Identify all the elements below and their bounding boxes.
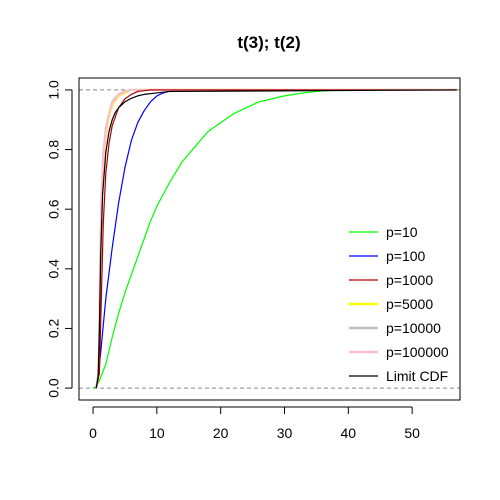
- series-line-0: [92, 89, 457, 389]
- legend-label-4: p=10000: [386, 320, 441, 336]
- x-tick-label: 50: [404, 425, 420, 441]
- y-tick-label: 1.0: [46, 80, 62, 100]
- x-axis: 0 10 20 30 40 50: [89, 406, 420, 441]
- legend-label-3: p=5000: [386, 296, 433, 312]
- legend-label-6: Limit CDF: [386, 368, 448, 384]
- y-tick-label: 0.6: [46, 199, 62, 219]
- y-tick-label: 0.4: [46, 259, 62, 279]
- legend-label-5: p=100000: [386, 344, 449, 360]
- x-tick-label: 0: [89, 425, 97, 441]
- legend-label-0: p=10: [386, 224, 418, 240]
- x-tick-label: 10: [149, 425, 165, 441]
- y-tick-label: 0.8: [46, 140, 62, 160]
- x-tick-label: 20: [213, 425, 229, 441]
- series-line-6: [95, 89, 457, 389]
- x-tick-label: 40: [341, 425, 357, 441]
- y-axis: 0.0 0.2 0.4 0.6 0.8 1.0: [46, 80, 73, 398]
- legend: p=10 p=100 p=1000 p=5000 p=10000 p=100000 Limi…: [349, 224, 449, 384]
- x-tick-label: 30: [277, 425, 293, 441]
- y-tick-label: 0.0: [46, 378, 62, 398]
- legend-label-1: p=100: [386, 248, 426, 264]
- chart-title: t(3); t(2): [237, 33, 300, 52]
- y-tick-label: 0.2: [46, 319, 62, 339]
- series-line-2: [95, 89, 457, 389]
- series-layer: [92, 88, 457, 389]
- plot-frame: [78, 77, 461, 401]
- legend-label-2: p=1000: [386, 272, 433, 288]
